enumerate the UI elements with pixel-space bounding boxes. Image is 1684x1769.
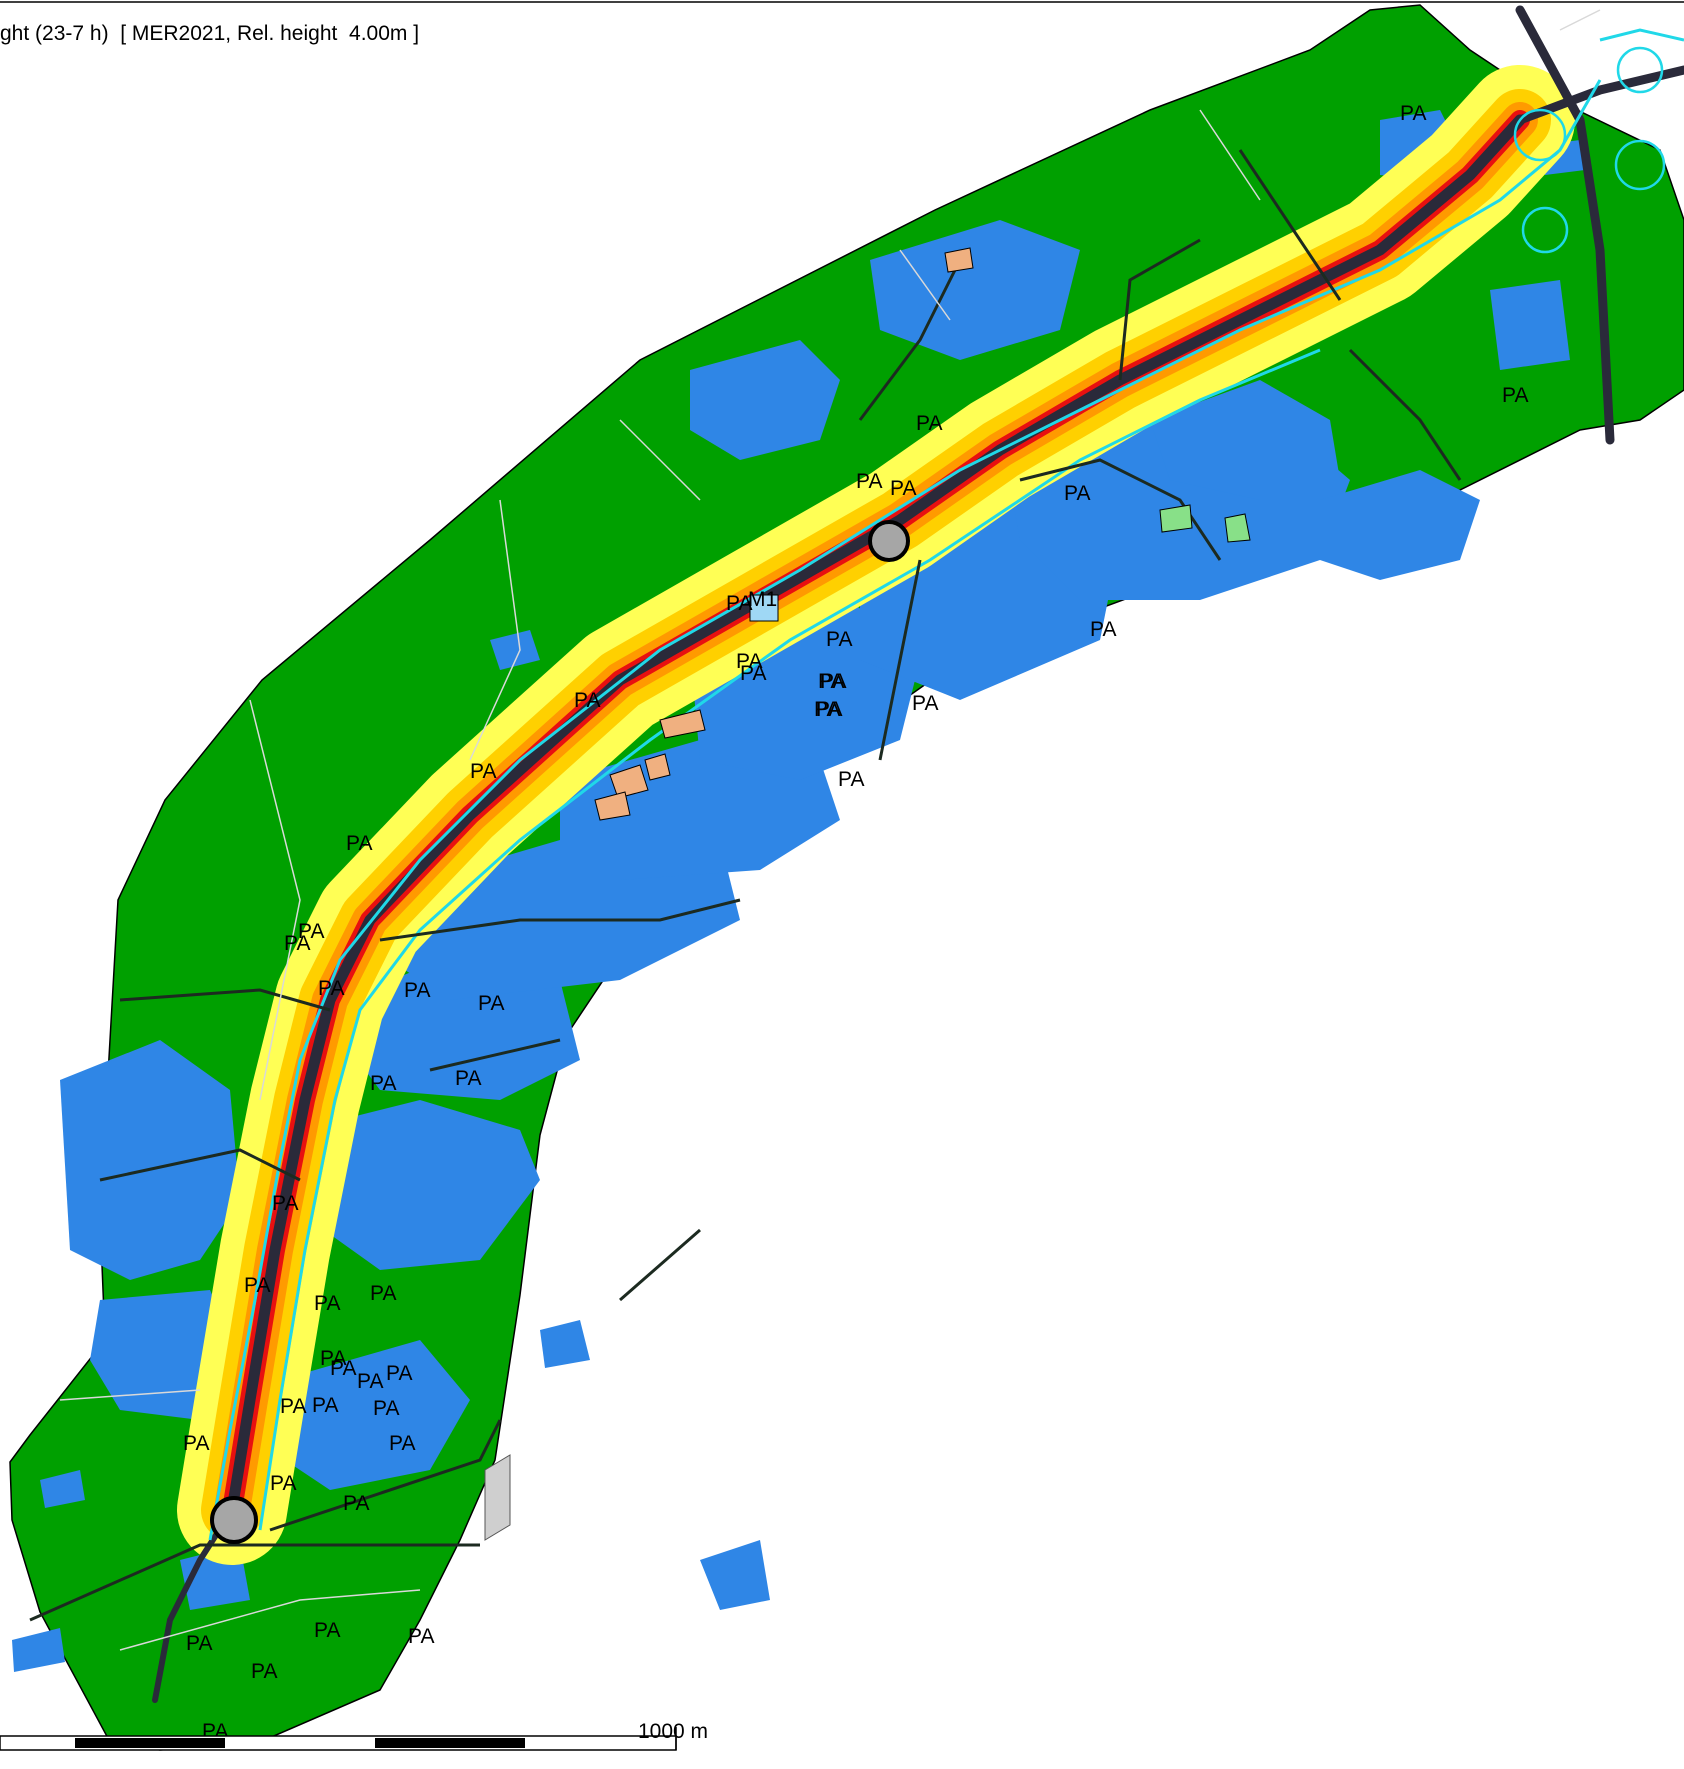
zone-label-pa: PA [816,698,842,721]
zone-label-pa: PA [1400,102,1426,125]
zone-label-pa: PA [314,1292,340,1315]
hatched-area [484,1454,511,1541]
zone-label-pa: PA [298,920,324,943]
zone-label-pa: PA [408,1625,434,1648]
zone-label-pa: PA [346,832,372,855]
measurement-point-marker [749,594,779,622]
zone-label-pa: PA [818,670,844,693]
zone-label-pa: PA [916,412,942,435]
measurement-point-label: M1 [748,588,777,611]
zone-label-pa: PA [1090,618,1116,641]
zone-label-pa: PA [370,1282,396,1305]
zone-label-pa: PA [280,1395,306,1418]
zone-label-pa: PA [312,1394,338,1417]
zone-label-pa: PA [912,692,938,715]
zone-label-pa: PA [455,1067,481,1090]
zone-label-pa: PA [343,1492,369,1515]
zone-label-pa: PA [820,670,846,693]
zone-label-pa: PA [726,592,752,615]
zone-label-pa: PA [320,1347,346,1370]
zone-label-pa: PA [890,477,916,500]
zone-label-pa: PA [574,689,600,712]
map-title: ght (23-7 h) [ MER2021, Rel. height 4.00… [0,22,420,45]
zone-label-pa: PA [736,650,762,673]
roundabout-north [868,520,910,562]
interchange-loops [1513,46,1666,254]
zone-label-pa: PA [183,1432,209,1455]
parcel-lines [59,9,1601,1651]
zone-labels: PA PA PA PA PA PA PA PA PA PA PA PA PA PA PA PA PA PA PA PA… [183,102,1528,1743]
zone-label-pa: PA [856,470,882,493]
light-green-lots [1159,504,1251,543]
scale-bar-label: 1000 m [638,1720,709,1743]
zone-label-pa: PA [284,932,310,955]
zone-label-pa: PA [1502,384,1528,407]
zone-label-pa: PA [470,760,496,783]
zone-label-pa: PA [330,1357,356,1380]
zone-label-pa: PA [370,1072,396,1095]
zone-label-pa: PA [826,628,852,651]
industrial-parcels [594,247,974,821]
zone-label-pa: PA [838,768,864,791]
zone-label-pa: PA [373,1397,399,1420]
zone-label-pa: PA [814,698,840,721]
zone-label-pa: PA [1064,482,1090,505]
zone-label-pa: PA [251,1660,277,1683]
zone-label-pa: PA [386,1362,412,1385]
roundabout-south [210,1496,258,1544]
zone-label-pa: PA [244,1274,270,1297]
scale-bar [0,1727,677,1751]
zone-label-pa: PA [389,1432,415,1455]
motorway-ne-cross [1515,5,1615,445]
zone-label-pa: PA [404,979,430,1002]
zone-label-pa: PA [478,992,504,1015]
zone-label-pa: PA [314,1619,340,1642]
watercourses [208,28,1684,1541]
zone-label-pa: PA [270,1472,296,1495]
zone-label-pa: PA [186,1632,212,1655]
zone-label-pa: PA [357,1370,383,1393]
local-roads [29,149,1462,1622]
zone-label-pa: PA [740,662,766,685]
zone-label-pa: PA [318,977,344,1000]
zone-label-pa: PA [272,1192,298,1215]
